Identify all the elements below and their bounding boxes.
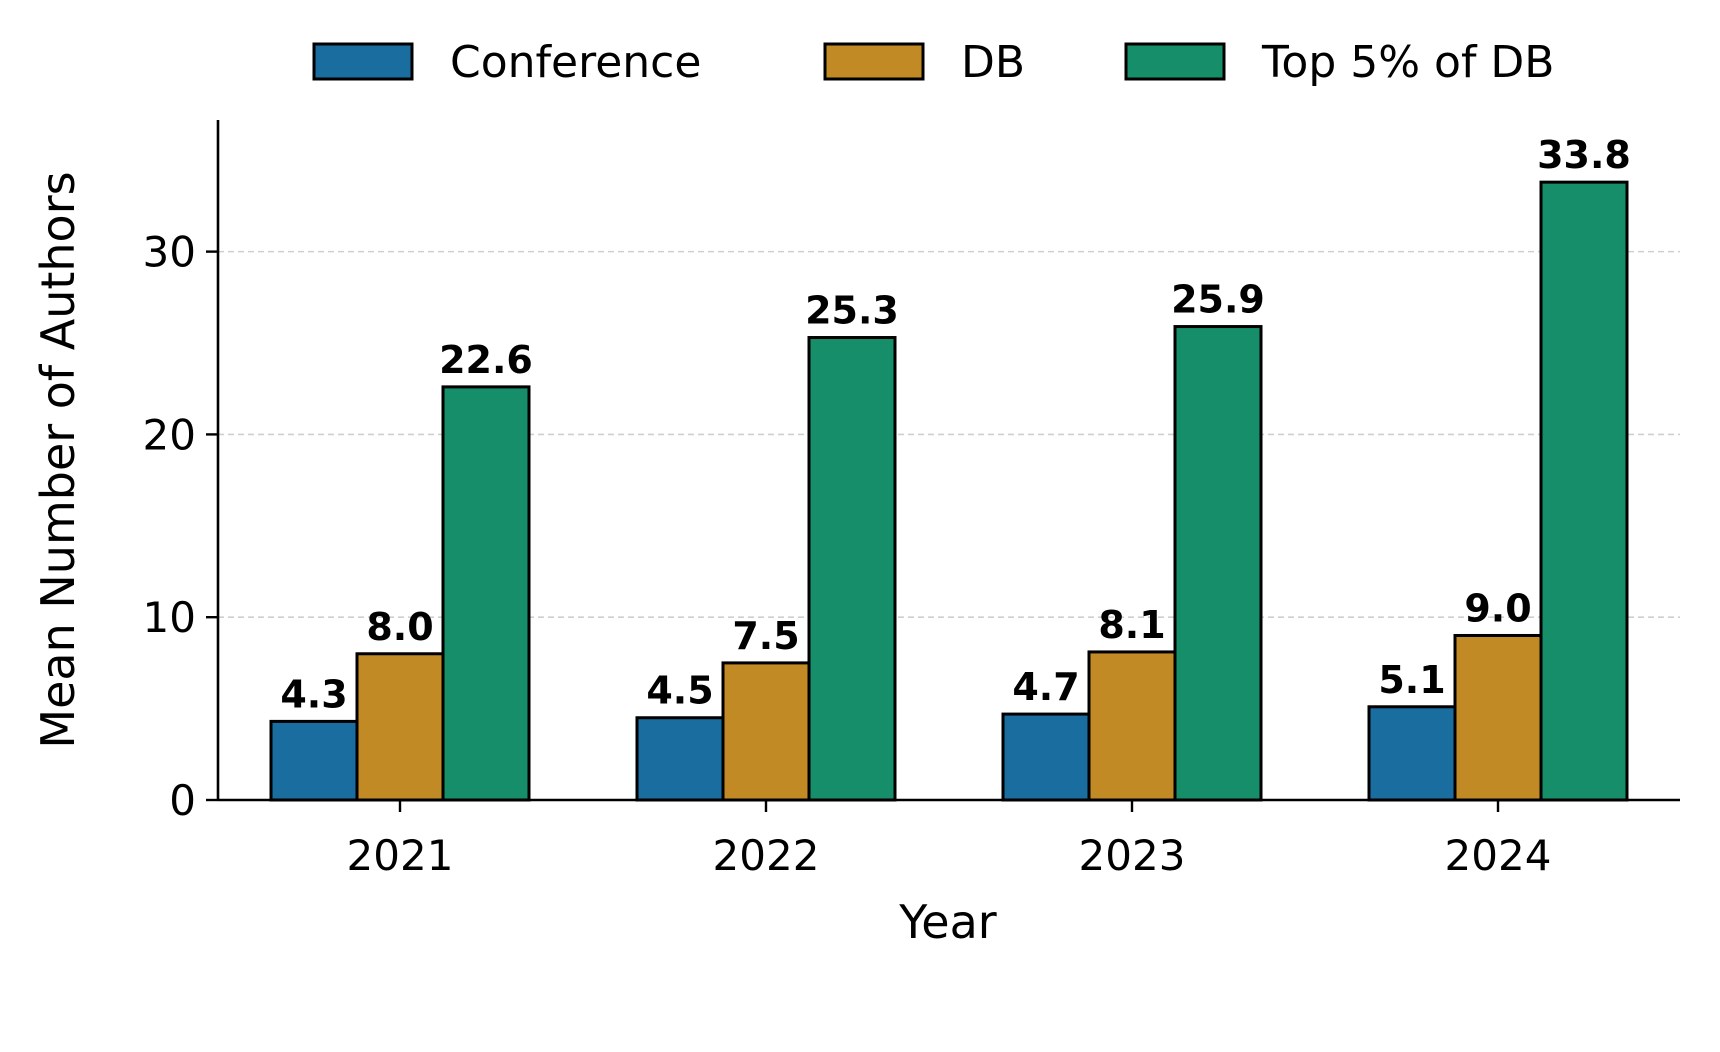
x-tick-label: 2022: [713, 831, 820, 880]
bar: [355, 652, 445, 802]
data-label: 25.9: [1171, 278, 1265, 322]
data-label: 8.0: [366, 605, 433, 649]
x-tick-label: 2024: [1445, 831, 1552, 880]
data-label: 5.1: [1378, 658, 1445, 702]
legend-label: Top 5% of DB: [1261, 37, 1555, 88]
bar: [1367, 705, 1457, 802]
legend-label: Conference: [450, 37, 701, 88]
x-tick-label: 2023: [1079, 831, 1186, 880]
data-label: 25.3: [805, 289, 899, 333]
bar: [807, 336, 897, 802]
bar: [635, 716, 725, 802]
y-tick-label: 20: [143, 410, 196, 459]
bars: [269, 180, 1629, 802]
data-label: 4.5: [646, 669, 713, 713]
legend-swatch: [312, 42, 414, 81]
bar: [441, 385, 531, 802]
data-label: 33.8: [1537, 133, 1631, 177]
y-axis-title: Mean Number of Authors: [31, 171, 85, 748]
bar: [1001, 712, 1091, 802]
legend-label: DB: [961, 37, 1025, 88]
y-tick-label: 30: [143, 228, 196, 277]
data-label: 8.1: [1098, 603, 1165, 647]
bar: [269, 719, 359, 802]
data-label: 4.7: [1012, 665, 1079, 709]
bar: [1087, 650, 1177, 802]
x-axis-title: Year: [898, 895, 996, 949]
y-tick-label: 0: [169, 776, 196, 825]
axes: 2021 2022 2023 2024 0 10 20 30: [143, 120, 1680, 880]
bar: [721, 661, 811, 802]
legend-swatch: [823, 42, 925, 81]
data-label: 7.5: [732, 614, 799, 658]
legend-swatch: [1124, 42, 1226, 81]
x-tick-label: 2021: [347, 831, 454, 880]
data-label: 4.3: [280, 672, 347, 716]
data-label: 22.6: [439, 338, 533, 382]
bar: [1539, 180, 1629, 802]
data-labels: 4.3 8.0 22.6 4.5 7.5 25.3 4.7 8.1 25.9 5.1 9.0 33.8: [280, 133, 1631, 716]
data-label: 9.0: [1464, 586, 1531, 630]
bar: [1453, 633, 1543, 802]
y-tick-label: 10: [143, 593, 196, 642]
grid-lines: [218, 250, 1680, 619]
legend: Conference DB Top 5% of DB: [312, 37, 1555, 88]
bar: [1173, 325, 1263, 802]
